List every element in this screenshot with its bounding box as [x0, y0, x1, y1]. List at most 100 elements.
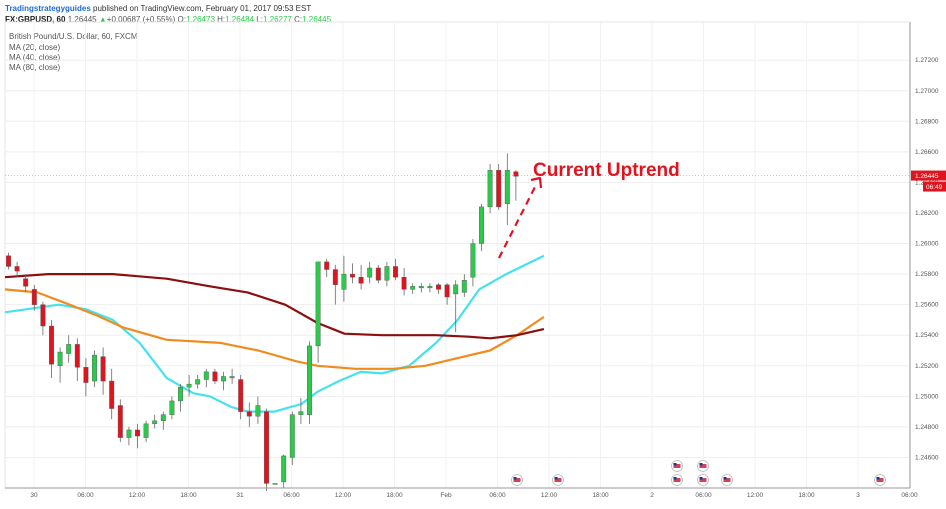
annotation-arrow-head [530, 176, 543, 189]
y-tick-label: 1.25400 [915, 332, 939, 339]
event-flag-stripe [673, 478, 681, 482]
up-arrow-icon: ▲ [98, 15, 107, 24]
y-tick-label: 1.27000 [915, 88, 939, 95]
candle-down [358, 276, 364, 284]
candle-up [453, 284, 459, 295]
last-price: 1.26445 [67, 15, 97, 24]
event-flag-stripe [554, 478, 562, 482]
low-label: L: [256, 15, 263, 24]
candle-down [264, 411, 269, 484]
candle-down [350, 273, 355, 278]
event-flag-canton [699, 463, 703, 466]
x-tick-label: 06:00 [283, 492, 300, 499]
candle-up [152, 420, 158, 425]
candle-up [221, 376, 226, 382]
candle-down [6, 255, 11, 267]
annotation-text: Current Uptrend [533, 160, 680, 181]
annotation-arrow-shaft [498, 184, 537, 259]
y-tick-label: 1.26800 [915, 118, 939, 125]
candle-up [229, 376, 235, 379]
candle-up [315, 261, 321, 347]
event-flag-canton [673, 463, 677, 466]
x-tick-label: 12:00 [541, 492, 558, 499]
y-tick-label: 1.26200 [915, 210, 939, 217]
ma20-line [4, 254, 545, 413]
event-flag-canton [673, 477, 677, 480]
candle-up [461, 280, 467, 293]
x-tick-label: 18:00 [386, 492, 403, 499]
high-label: H: [217, 15, 226, 24]
candle-up [178, 386, 183, 402]
publisher-link[interactable]: Tradingstrategyguides [5, 4, 91, 13]
ma20-legend[interactable]: MA (20, close) [9, 43, 61, 52]
x-tick-label: 30 [30, 492, 38, 499]
time-badge-text: 06:49 [926, 184, 943, 191]
candle-down [117, 405, 123, 438]
candle-down [436, 284, 441, 290]
candle-up [66, 344, 72, 354]
ohlc-line: FX:GBPUSD, 60 1.26445 ▲+0.00687 (+0.55%)… [5, 15, 331, 24]
candle-up [427, 286, 433, 289]
ma40-line [4, 288, 545, 370]
x-tick-label: 18:00 [592, 492, 609, 499]
high-value: 1.26484 [225, 15, 255, 24]
candle-up [298, 411, 304, 415]
ma40-legend[interactable]: MA (40, close) [9, 53, 61, 62]
x-tick-label: 06:00 [489, 492, 506, 499]
candle-up [186, 383, 192, 388]
candle-up [169, 400, 175, 415]
candle-up [367, 267, 373, 278]
candle-up [341, 273, 347, 290]
x-tick-label: 3 [856, 492, 860, 499]
x-tick-label: 12:00 [335, 492, 352, 499]
open-label: O: [177, 15, 186, 24]
candle-down [83, 367, 89, 383]
candle-up [479, 206, 484, 244]
close-value: 1.26445 [302, 15, 332, 24]
candle-down [100, 356, 106, 382]
x-tick-label: 31 [236, 492, 244, 499]
candle-up [203, 371, 209, 380]
candle-up [418, 286, 424, 289]
x-tick-label: 06:00 [695, 492, 712, 499]
x-tick-label: 12:00 [129, 492, 146, 499]
plot-frame [4, 21, 911, 489]
candle-up [470, 243, 476, 278]
candle-down [401, 276, 407, 290]
candle-down [14, 266, 20, 272]
publish-line: Tradingstrategyguides published on Tradi… [5, 4, 311, 13]
candles [6, 153, 519, 492]
candle-down [31, 289, 37, 305]
candle-up [307, 345, 312, 415]
candle-down [49, 325, 54, 365]
event-flag-canton [699, 477, 703, 480]
candle-up [255, 405, 261, 417]
candle-up [281, 455, 287, 483]
candle-up [289, 414, 295, 458]
y-tick-label: 1.25600 [915, 302, 939, 309]
candle-down [332, 269, 338, 285]
y-tick-label: 1.27200 [915, 57, 939, 64]
event-flag-stripe [673, 464, 681, 468]
open-value: 1.26473 [185, 15, 215, 24]
event-flag-stripe [699, 478, 707, 482]
candle-up [410, 286, 416, 290]
event-markers[interactable] [511, 460, 886, 486]
ma80-legend[interactable]: MA (80, close) [9, 63, 61, 72]
published-text: published on TradingView.com, February 0… [93, 4, 312, 13]
event-flag-stripe [876, 478, 884, 482]
y-tick-label: 1.26000 [915, 241, 939, 248]
x-tick-label: 06:00 [901, 492, 918, 499]
event-flag-stripe [699, 464, 707, 468]
event-flag-canton [876, 477, 880, 480]
instrument-title: British Pound/U.S. Dollar, 60, FXCM [9, 32, 138, 41]
x-tick-label: 12:00 [747, 492, 764, 499]
event-flag-canton [513, 477, 517, 480]
price-badge [911, 170, 946, 181]
candle-down [74, 344, 80, 368]
candle-up [143, 423, 149, 438]
price-badge-text: 1.26445 [915, 173, 939, 180]
candle-down [246, 411, 252, 417]
candle-up [92, 354, 97, 382]
